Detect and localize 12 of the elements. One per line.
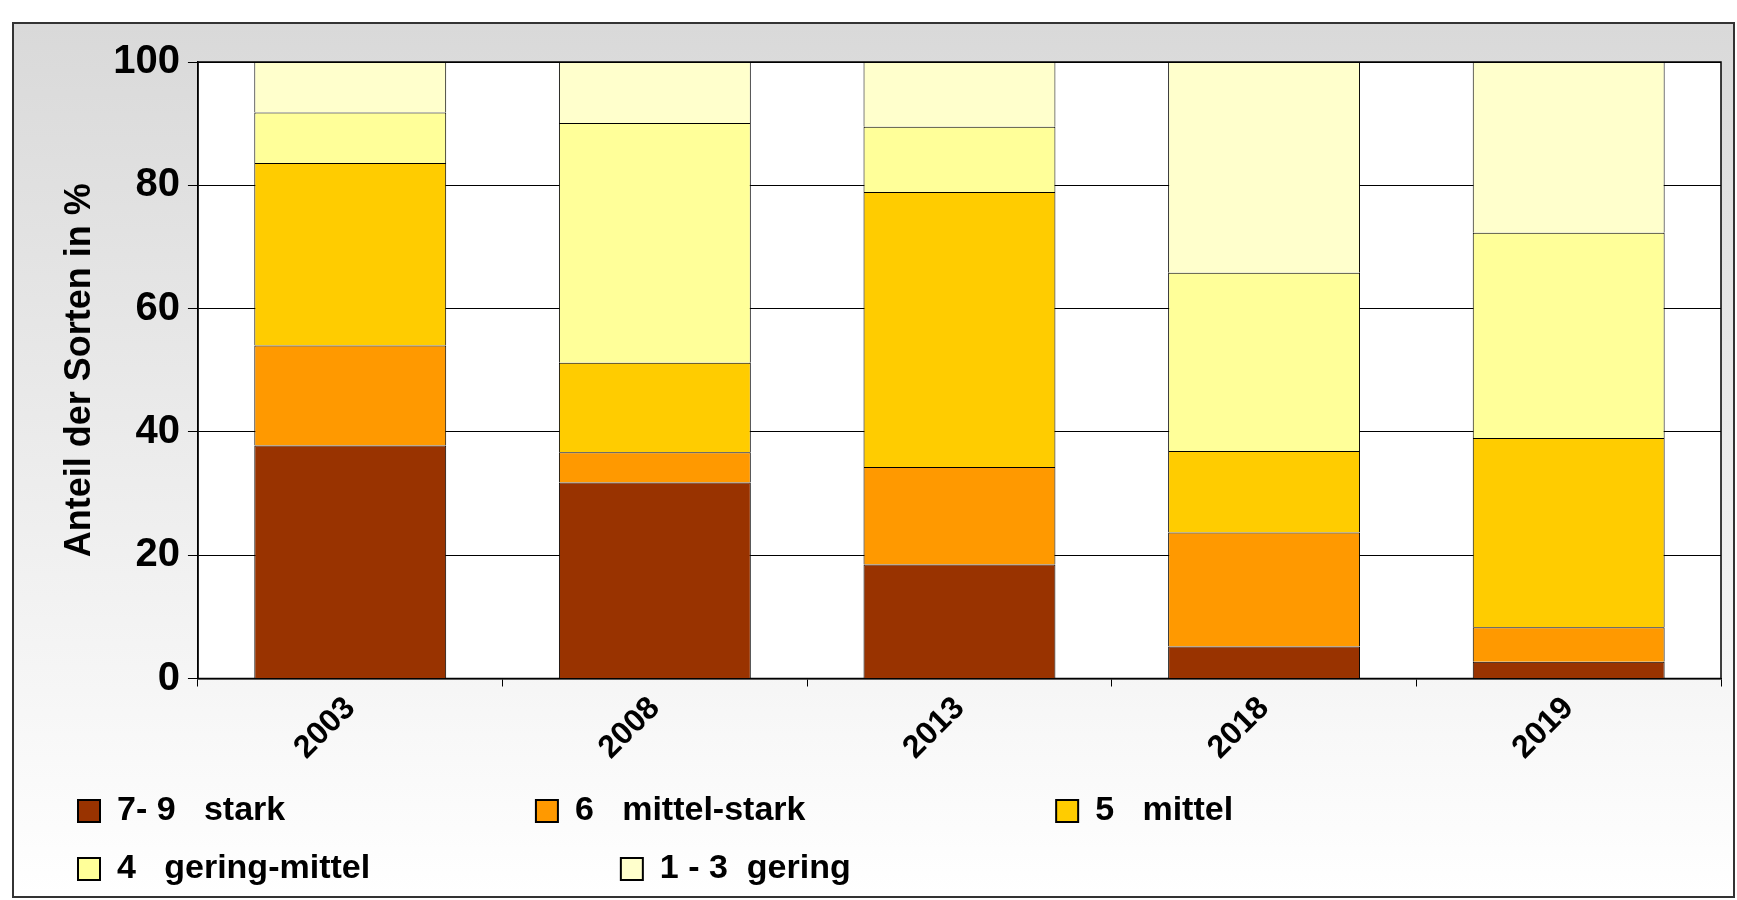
legend-label: 6 mittel-stark [574, 789, 1033, 828]
y-tick-label: 80 [135, 160, 180, 205]
y-tick-label: 40 [135, 406, 180, 451]
y-tick-label: 20 [135, 530, 180, 575]
legend-label: 5 mittel [1095, 789, 1460, 828]
legend-label: 7- 9 stark [117, 789, 512, 828]
y-axis-title: Anteil der Sorten in % [56, 183, 98, 558]
legend-label: 4 gering-mittel [117, 847, 597, 886]
y-tick-label: 0 [157, 653, 180, 698]
y-tick-label: 60 [135, 283, 180, 328]
legend-label: 1 - 3 gering [659, 847, 1078, 886]
y-tick-label: 100 [113, 37, 180, 82]
